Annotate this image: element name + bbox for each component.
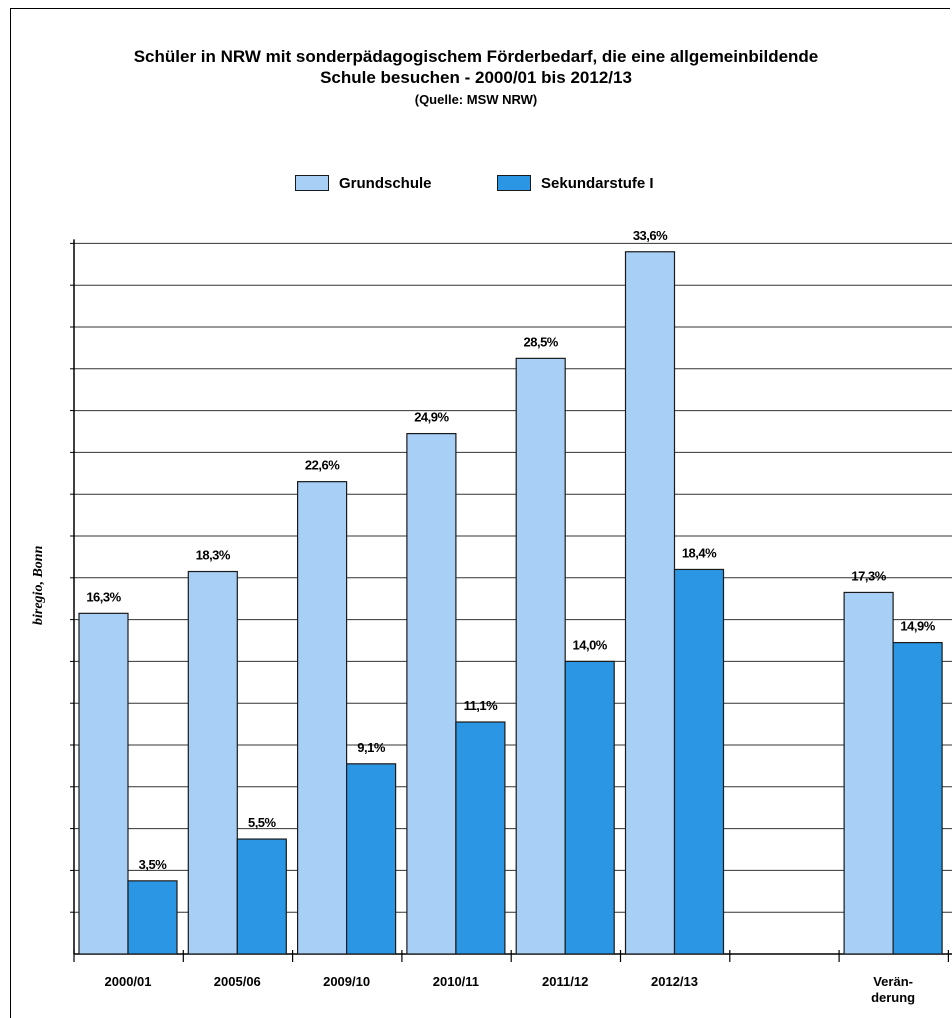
- data-label-grundschule: 28,5%: [524, 334, 559, 349]
- bar-sekundarstufe: [673, 568, 725, 955]
- chart-frame: [10, 8, 950, 1018]
- legend-item-sekundarstufe: Sekundarstufe I: [497, 173, 654, 193]
- data-label-sekundarstufe: 9,1%: [357, 740, 386, 755]
- bar-sekundarstufe: [127, 880, 178, 955]
- x-tick-label: Verän-: [873, 974, 913, 989]
- data-label-grundschule: 22,6%: [305, 458, 340, 473]
- bar-grundschule: [515, 357, 566, 955]
- data-label-sekundarstufe: 11,1%: [464, 698, 499, 713]
- bar-grundschule: [78, 612, 129, 955]
- legend-label-grundschule: Grundschule: [339, 174, 432, 192]
- data-label-sekundarstufe: 5,5%: [248, 815, 277, 830]
- bar-grundschule: [187, 570, 238, 955]
- bar-grundschule: [624, 251, 676, 955]
- data-label-grundschule: 17,3%: [851, 568, 886, 583]
- bar-grundschule: [297, 481, 348, 955]
- x-tick-label: 2000/01: [105, 974, 152, 989]
- legend-item-grundschule: Grundschule: [295, 173, 432, 193]
- x-tick-label: derung: [871, 990, 915, 1005]
- bar-sekundarstufe: [236, 838, 287, 955]
- data-label-sekundarstufe: 3,5%: [139, 857, 168, 872]
- chart-subtitle: (Quelle: MSW NRW): [414, 92, 538, 107]
- data-label-sekundarstufe: 18,4%: [682, 545, 717, 560]
- x-tick-label: 2005/06: [214, 974, 261, 989]
- data-label-grundschule: 24,9%: [414, 410, 449, 425]
- bar-sekundarstufe: [346, 763, 397, 955]
- bar-grundschule: [843, 591, 894, 955]
- legend-label-sekundarstufe: Sekundarstufe I: [541, 174, 654, 192]
- legend-swatch-grundschule: [295, 175, 329, 191]
- bar-sekundarstufe: [564, 660, 615, 955]
- bar-sekundarstufe: [892, 641, 943, 955]
- x-tick-label: 2009/10: [323, 974, 370, 989]
- chart-title-line-1: Schüler in NRW mit sonderpädagogischem F…: [133, 47, 819, 66]
- x-tick-label: 2012/13: [651, 974, 698, 989]
- data-label-grundschule: 18,3%: [196, 548, 231, 563]
- bar-sekundarstufe: [455, 721, 506, 955]
- data-label-grundschule: 16,3%: [86, 589, 121, 604]
- x-tick-label: 2010/11: [433, 974, 479, 989]
- x-tick-label: 2011/12: [542, 974, 588, 989]
- legend-swatch-sekundarstufe: [497, 175, 531, 191]
- data-label-grundschule: 33,6%: [633, 228, 668, 243]
- chart-title-line-2: Schule besuchen - 2000/01 bis 2012/13: [320, 68, 632, 87]
- bar-grundschule: [406, 432, 457, 955]
- data-label-sekundarstufe: 14,0%: [573, 637, 608, 652]
- data-label-sekundarstufe: 14,9%: [900, 619, 935, 634]
